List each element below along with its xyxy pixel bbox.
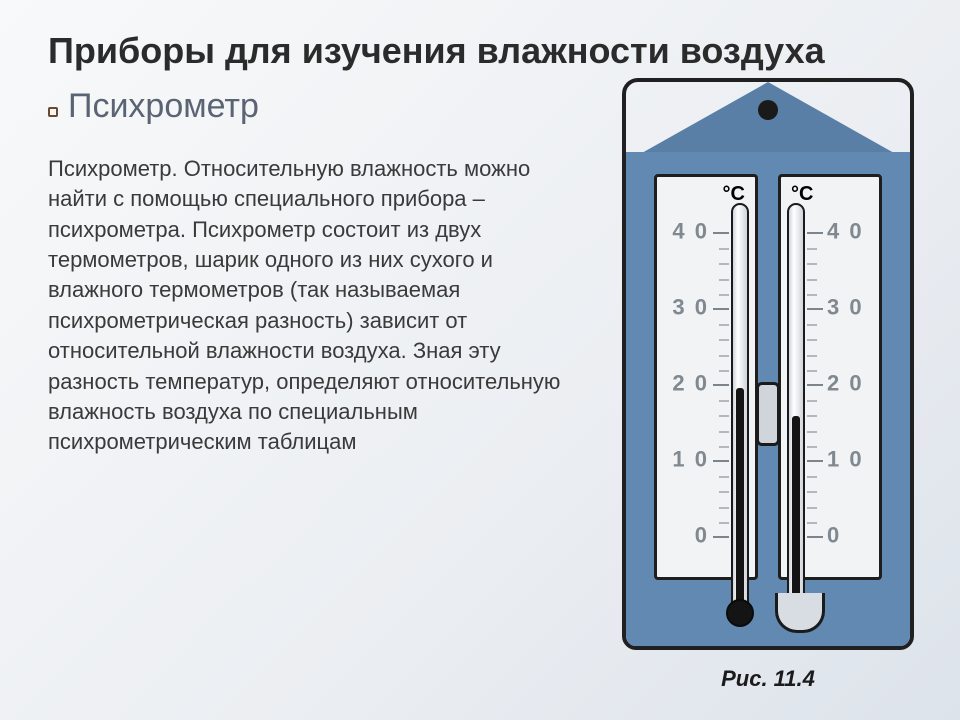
tick-mark (713, 384, 729, 386)
dry-mercury (736, 388, 744, 614)
board-top (626, 82, 910, 162)
minor-tick (807, 476, 817, 478)
minor-tick (719, 324, 729, 326)
minor-tick (719, 446, 729, 448)
minor-tick (807, 355, 817, 357)
tick-mark (807, 460, 823, 462)
minor-tick (807, 324, 817, 326)
figure-caption: Рис. 11.4 (622, 666, 914, 692)
tick-label: 3 0 (672, 295, 709, 321)
minor-tick (719, 507, 729, 509)
dry-tube (731, 203, 749, 617)
psychrometer-board: °C 4 03 02 01 00 °C 4 03 02 01 00 (622, 78, 914, 650)
minor-tick (807, 491, 817, 493)
wet-tube (787, 203, 805, 617)
minor-tick (719, 522, 729, 524)
tick-mark (807, 232, 823, 234)
minor-tick (807, 507, 817, 509)
tick-label: 2 0 (672, 371, 709, 397)
tick-label: 1 0 (827, 447, 864, 473)
bullet-icon (48, 107, 58, 117)
body-text: Психрометр. Относительную влажность можн… (48, 154, 588, 458)
wet-wick-icon (775, 593, 825, 633)
minor-tick (807, 294, 817, 296)
slide: Приборы для изучения влажности воздуха П… (0, 0, 960, 720)
dry-bulb-icon (726, 599, 754, 627)
minor-tick (807, 248, 817, 250)
tick-label: 4 0 (672, 219, 709, 245)
tick-label: 3 0 (827, 295, 864, 321)
tick-mark (713, 536, 729, 538)
tick-mark (807, 536, 823, 538)
minor-tick (807, 431, 817, 433)
tick-label: 1 0 (672, 447, 709, 473)
minor-tick (719, 339, 729, 341)
minor-tick (807, 446, 817, 448)
minor-tick (719, 491, 729, 493)
tick-mark (807, 308, 823, 310)
minor-tick (719, 431, 729, 433)
minor-tick (719, 370, 729, 372)
minor-tick (807, 263, 817, 265)
wet-thermometer: °C 4 03 02 01 00 (778, 174, 882, 580)
psychrometer-figure: °C 4 03 02 01 00 °C 4 03 02 01 00 Рис. 1… (622, 78, 914, 696)
tick-label: 4 0 (827, 219, 864, 245)
page-title: Приборы для изучения влажности воздуха (48, 28, 920, 73)
minor-tick (807, 339, 817, 341)
tick-label: 2 0 (827, 371, 864, 397)
hang-hole-icon (758, 100, 778, 120)
tick-mark (713, 308, 729, 310)
minor-tick (719, 294, 729, 296)
minor-tick (719, 248, 729, 250)
center-clip-icon (756, 382, 780, 446)
minor-tick (719, 415, 729, 417)
minor-tick (719, 279, 729, 281)
minor-tick (719, 355, 729, 357)
wet-mercury (792, 416, 800, 613)
tick-mark (807, 384, 823, 386)
minor-tick (719, 476, 729, 478)
tick-mark (713, 232, 729, 234)
minor-tick (807, 279, 817, 281)
subtitle: Психрометр (68, 87, 259, 126)
minor-tick (807, 415, 817, 417)
minor-tick (807, 400, 817, 402)
minor-tick (807, 522, 817, 524)
tick-label: 0 (827, 523, 841, 549)
minor-tick (719, 400, 729, 402)
tick-mark (713, 460, 729, 462)
tick-label: 0 (695, 523, 709, 549)
minor-tick (807, 370, 817, 372)
dry-thermometer: °C 4 03 02 01 00 (654, 174, 758, 580)
minor-tick (719, 263, 729, 265)
